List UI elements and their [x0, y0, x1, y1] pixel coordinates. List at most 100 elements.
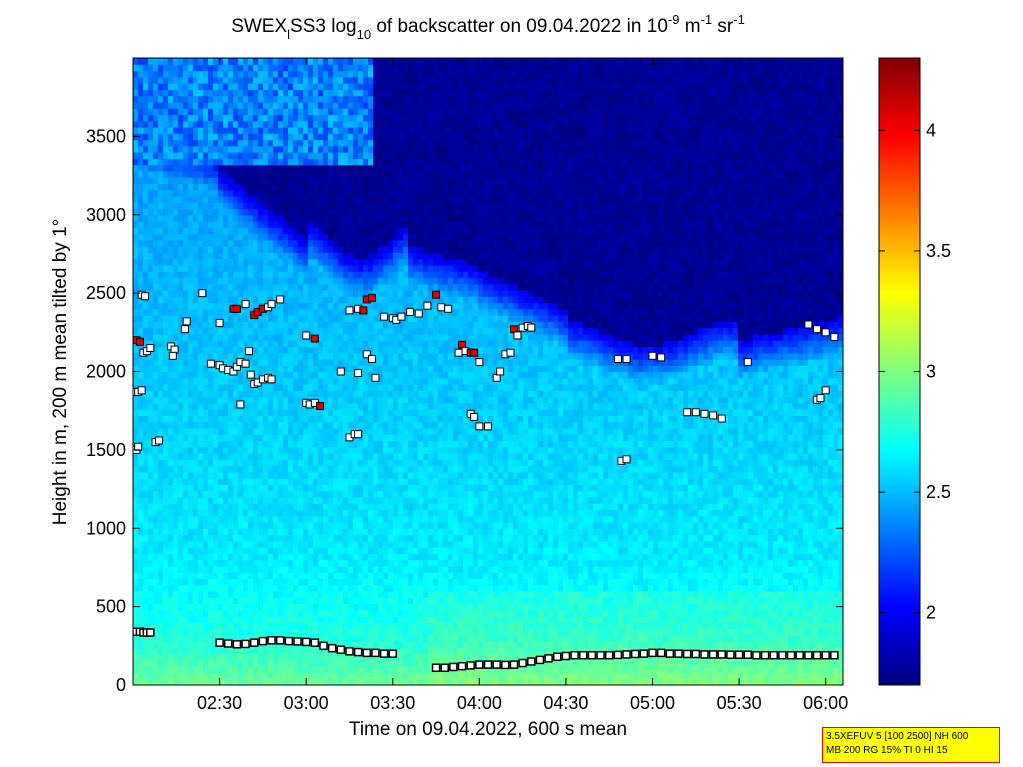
x-tick-label: 05:00 — [630, 693, 675, 713]
cloud-marker — [397, 312, 406, 321]
x-tick-label: 04:00 — [457, 693, 502, 713]
colorbar-tick-label: 2.5 — [926, 482, 951, 502]
cloud-marker — [506, 348, 515, 357]
surface-layer-marker — [578, 650, 588, 660]
cloud-marker — [683, 408, 692, 417]
cloud-marker — [137, 386, 146, 395]
cloud-marker — [367, 354, 376, 363]
cloud-marker — [141, 292, 150, 301]
surface-layer-marker — [345, 647, 354, 656]
cloud-marker — [470, 412, 479, 421]
cloud-marker — [267, 375, 276, 384]
surface-layer-marker — [215, 638, 224, 647]
chart-title: SWEXlSS3 log10 of backscatter on 09.04.2… — [231, 12, 745, 42]
surface-layer-marker — [475, 660, 484, 669]
cloud-marker — [622, 354, 631, 363]
cloud-marker — [821, 386, 830, 395]
surface-layer-marker — [535, 655, 545, 665]
cloud-marker — [454, 348, 463, 357]
processing-info-box: 3.5XEFUV 5 [100 2500] NH 600 MB 200 RG 1… — [822, 727, 1000, 763]
cloud-marker — [423, 301, 432, 310]
x-axis: 02:30 03:00 03:30 04:00 04:30 05:00 05:30 06:00 — [197, 58, 848, 713]
surface-layer-marker — [457, 661, 467, 671]
surface-layer-marker — [830, 650, 839, 660]
cloud-marker — [470, 348, 479, 357]
cloud-marker — [709, 411, 718, 420]
cloud-marker — [717, 414, 726, 423]
surface-layer-marker — [639, 649, 649, 658]
surface-layer-marker — [379, 649, 389, 658]
cloud-marker — [245, 347, 254, 356]
cloud-marker — [622, 455, 631, 464]
surface-layer-marker — [449, 662, 458, 672]
colorbar-tick-label: 3 — [926, 362, 936, 382]
cloud-marker — [206, 359, 215, 368]
cloud-marker — [527, 323, 536, 332]
cloud-marker — [432, 290, 441, 299]
surface-layer-marker — [596, 650, 605, 660]
x-tick-label: 06:00 — [803, 693, 848, 713]
cloud-marker — [241, 359, 250, 368]
surface-layer-marker — [674, 649, 683, 658]
colorbar-tick-label: 4 — [926, 120, 936, 140]
surface-layer-marker — [501, 660, 510, 670]
cloud-marker — [414, 309, 423, 318]
y-tick-label: 3000 — [86, 205, 126, 225]
y-tick-label: 1000 — [86, 518, 126, 538]
cloud-marker — [215, 318, 224, 327]
surface-layer-marker — [726, 650, 735, 659]
surface-layer-marker — [648, 648, 657, 658]
surface-layer-marker — [544, 654, 553, 663]
surface-layer-marker — [812, 650, 822, 660]
cloud-base-markers — [133, 289, 839, 673]
cloud-marker — [437, 303, 446, 312]
cloud-marker — [135, 337, 144, 346]
cloud-marker — [484, 422, 492, 431]
cloud-marker — [359, 306, 368, 315]
surface-layer-marker — [734, 650, 744, 659]
surface-layer-marker — [232, 639, 242, 649]
cloud-marker — [613, 354, 622, 363]
y-tick-label: 2500 — [86, 283, 126, 303]
surface-layer-marker — [362, 648, 372, 658]
colorbar — [878, 57, 921, 686]
surface-layer-marker — [492, 660, 501, 669]
surface-layer-marker — [665, 649, 675, 658]
x-tick-label: 02:30 — [197, 693, 242, 713]
surface-layer-marker — [267, 636, 276, 645]
surface-layer-marker — [301, 637, 311, 647]
cloud-marker — [444, 304, 453, 313]
cloud-marker — [830, 333, 839, 342]
y-tick-label: 2000 — [86, 362, 126, 382]
cloud-marker — [813, 325, 822, 334]
cloud-marker — [198, 289, 207, 298]
surface-layer-marker — [241, 639, 250, 649]
cloud-marker — [345, 306, 354, 315]
cloud-marker — [182, 317, 191, 326]
cloud-marker — [310, 334, 319, 343]
surface-layer-marker — [319, 641, 328, 651]
surface-layer-marker — [353, 647, 363, 657]
surface-layer-marker — [769, 650, 778, 660]
y-tick-label: 1500 — [86, 440, 126, 460]
surface-layer-marker — [630, 649, 640, 659]
surface-layer-marker — [752, 650, 761, 660]
cloud-marker — [146, 343, 155, 352]
cloud-marker — [267, 300, 276, 309]
x-axis-label: Time on 09.04.2022, 600 s mean — [349, 719, 627, 740]
surface-layer-marker — [223, 639, 233, 648]
cloud-marker — [362, 350, 371, 359]
cloud-marker — [168, 351, 177, 360]
x-tick-label: 03:00 — [284, 693, 329, 713]
surface-layer-marker — [708, 650, 718, 659]
cloud-marker — [648, 351, 657, 360]
y-axis-label: Height in m, 200 m mean tilted by 1° — [50, 219, 71, 525]
cloud-marker — [371, 373, 380, 382]
cloud-marker — [691, 408, 700, 417]
surface-layer-marker — [717, 650, 727, 659]
cloud-marker — [276, 295, 285, 304]
surface-layer-marker — [691, 649, 701, 659]
x-tick-label: 05:30 — [717, 693, 762, 713]
surface-layer-marker — [509, 660, 519, 669]
cloud-marker — [354, 430, 363, 439]
